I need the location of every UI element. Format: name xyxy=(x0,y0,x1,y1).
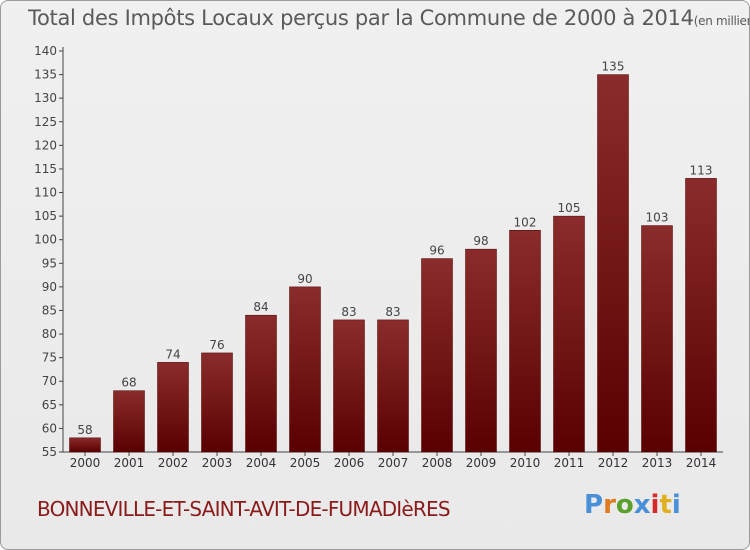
x-tick-label: 2014 xyxy=(686,456,717,470)
y-tick-label: 80 xyxy=(42,327,57,341)
bar xyxy=(421,258,453,453)
x-tick-label: 2008 xyxy=(422,456,453,470)
chart-unit: (en milliers d'€) xyxy=(693,14,749,28)
data-label: 84 xyxy=(253,300,268,314)
x-tick-label: 2012 xyxy=(598,456,629,470)
y-tick-label: 95 xyxy=(42,256,57,270)
bar xyxy=(157,362,189,453)
data-label: 96 xyxy=(429,244,444,258)
x-tick-label: 2001 xyxy=(114,456,145,470)
y-tick-label: 70 xyxy=(42,374,57,388)
x-tick-label: 2002 xyxy=(158,456,189,470)
commune-name: BONNEVILLE-ET-SAINT-AVIT-DE-FUMADIèRES xyxy=(37,497,451,521)
y-tick-label: 110 xyxy=(34,186,57,200)
bar xyxy=(69,437,101,453)
bar xyxy=(333,319,365,453)
bar xyxy=(685,178,717,453)
chart-title-text: Total des Impôts Locaux perçus par la Co… xyxy=(28,6,694,30)
y-tick-label: 75 xyxy=(42,351,57,365)
y-tick-label: 140 xyxy=(34,44,57,58)
data-label: 98 xyxy=(473,234,488,248)
data-label: 58 xyxy=(77,423,92,437)
data-label: 102 xyxy=(514,215,537,229)
bar xyxy=(553,215,585,453)
x-tick-label: 2005 xyxy=(290,456,321,470)
x-tick-label: 2010 xyxy=(510,456,541,470)
y-tick-label: 85 xyxy=(42,303,57,317)
bar xyxy=(289,286,321,453)
bar xyxy=(377,319,409,453)
y-tick-label: 60 xyxy=(42,421,57,435)
proxiti-logo: Proxiti xyxy=(584,490,681,520)
data-label: 83 xyxy=(341,305,356,319)
y-tick-label: 105 xyxy=(34,209,57,223)
x-tick-label: 2006 xyxy=(334,456,365,470)
data-label: 90 xyxy=(297,272,312,286)
data-label: 74 xyxy=(165,347,180,361)
y-tick-label: 135 xyxy=(34,68,57,82)
y-tick-label: 100 xyxy=(34,233,57,247)
bar xyxy=(201,352,233,453)
bar xyxy=(113,390,145,453)
y-tick-label: 115 xyxy=(34,162,57,176)
data-label: 113 xyxy=(690,163,713,177)
data-label: 68 xyxy=(121,376,136,390)
y-tick-label: 55 xyxy=(42,445,57,459)
x-tick-label: 2009 xyxy=(466,456,497,470)
y-tick-label: 125 xyxy=(34,115,57,129)
data-label: 105 xyxy=(558,201,581,215)
data-label: 83 xyxy=(385,305,400,319)
logo-letter: i xyxy=(671,490,681,520)
data-label: 103 xyxy=(646,211,669,225)
x-tick-label: 2013 xyxy=(642,456,673,470)
logo-letter: P xyxy=(584,490,604,520)
bar xyxy=(641,225,673,453)
y-tick-label: 65 xyxy=(42,398,57,412)
y-tick-label: 130 xyxy=(34,91,57,105)
chart-title: Total des Impôts Locaux perçus par la Co… xyxy=(28,6,749,30)
x-tick-label: 2011 xyxy=(554,456,585,470)
bar xyxy=(245,314,277,453)
data-label: 76 xyxy=(209,338,224,352)
logo-letter: i xyxy=(650,490,660,520)
bar xyxy=(597,74,629,453)
y-tick-label: 120 xyxy=(34,138,57,152)
x-tick-label: 2007 xyxy=(378,456,409,470)
x-tick-label: 2000 xyxy=(70,456,101,470)
x-tick-label: 2003 xyxy=(202,456,233,470)
logo-letter: x xyxy=(633,490,651,520)
logo-letter: o xyxy=(615,490,634,520)
y-tick-label: 90 xyxy=(42,280,57,294)
data-label: 135 xyxy=(602,60,625,74)
bar xyxy=(509,230,541,453)
x-tick-label: 2004 xyxy=(246,456,277,470)
bar xyxy=(465,248,497,453)
logo-letter: t xyxy=(659,490,672,520)
logo-letter: r xyxy=(603,490,616,520)
